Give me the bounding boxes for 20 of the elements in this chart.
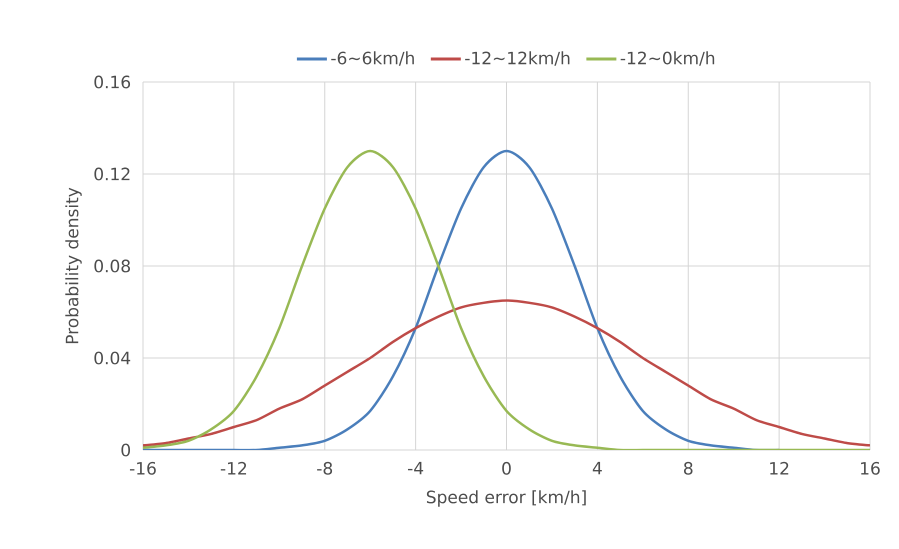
y-tick-label: 0.16 [94, 76, 130, 88]
x-tick-label: 12 [770, 462, 788, 474]
x-tick-label: 4 [592, 462, 602, 474]
x-axis-title: Speed error [km/h] [426, 490, 586, 507]
legend-label: -12~0km/h [620, 51, 714, 66]
line-series [143, 299, 870, 447]
legend-label: -12~12km/h [465, 51, 570, 66]
y-tick-label: 0.12 [94, 168, 130, 180]
y-tick-label: 0 [121, 444, 130, 456]
x-tick-label: 0 [502, 462, 511, 475]
y-tick-label: 0.08 [94, 260, 130, 272]
x-tick-label: 16 [861, 462, 880, 475]
legend-label: -6~6km/h [331, 51, 414, 66]
x-tick-label: -4 [408, 462, 424, 474]
x-tick-label: -8 [317, 462, 332, 475]
x-tick-label: 8 [684, 462, 693, 475]
x-tick-label: -12 [220, 462, 246, 474]
y-axis-title: Probability density [65, 188, 82, 344]
x-tick-label: -16 [130, 462, 156, 475]
y-tick-label: 0.04 [94, 352, 130, 364]
